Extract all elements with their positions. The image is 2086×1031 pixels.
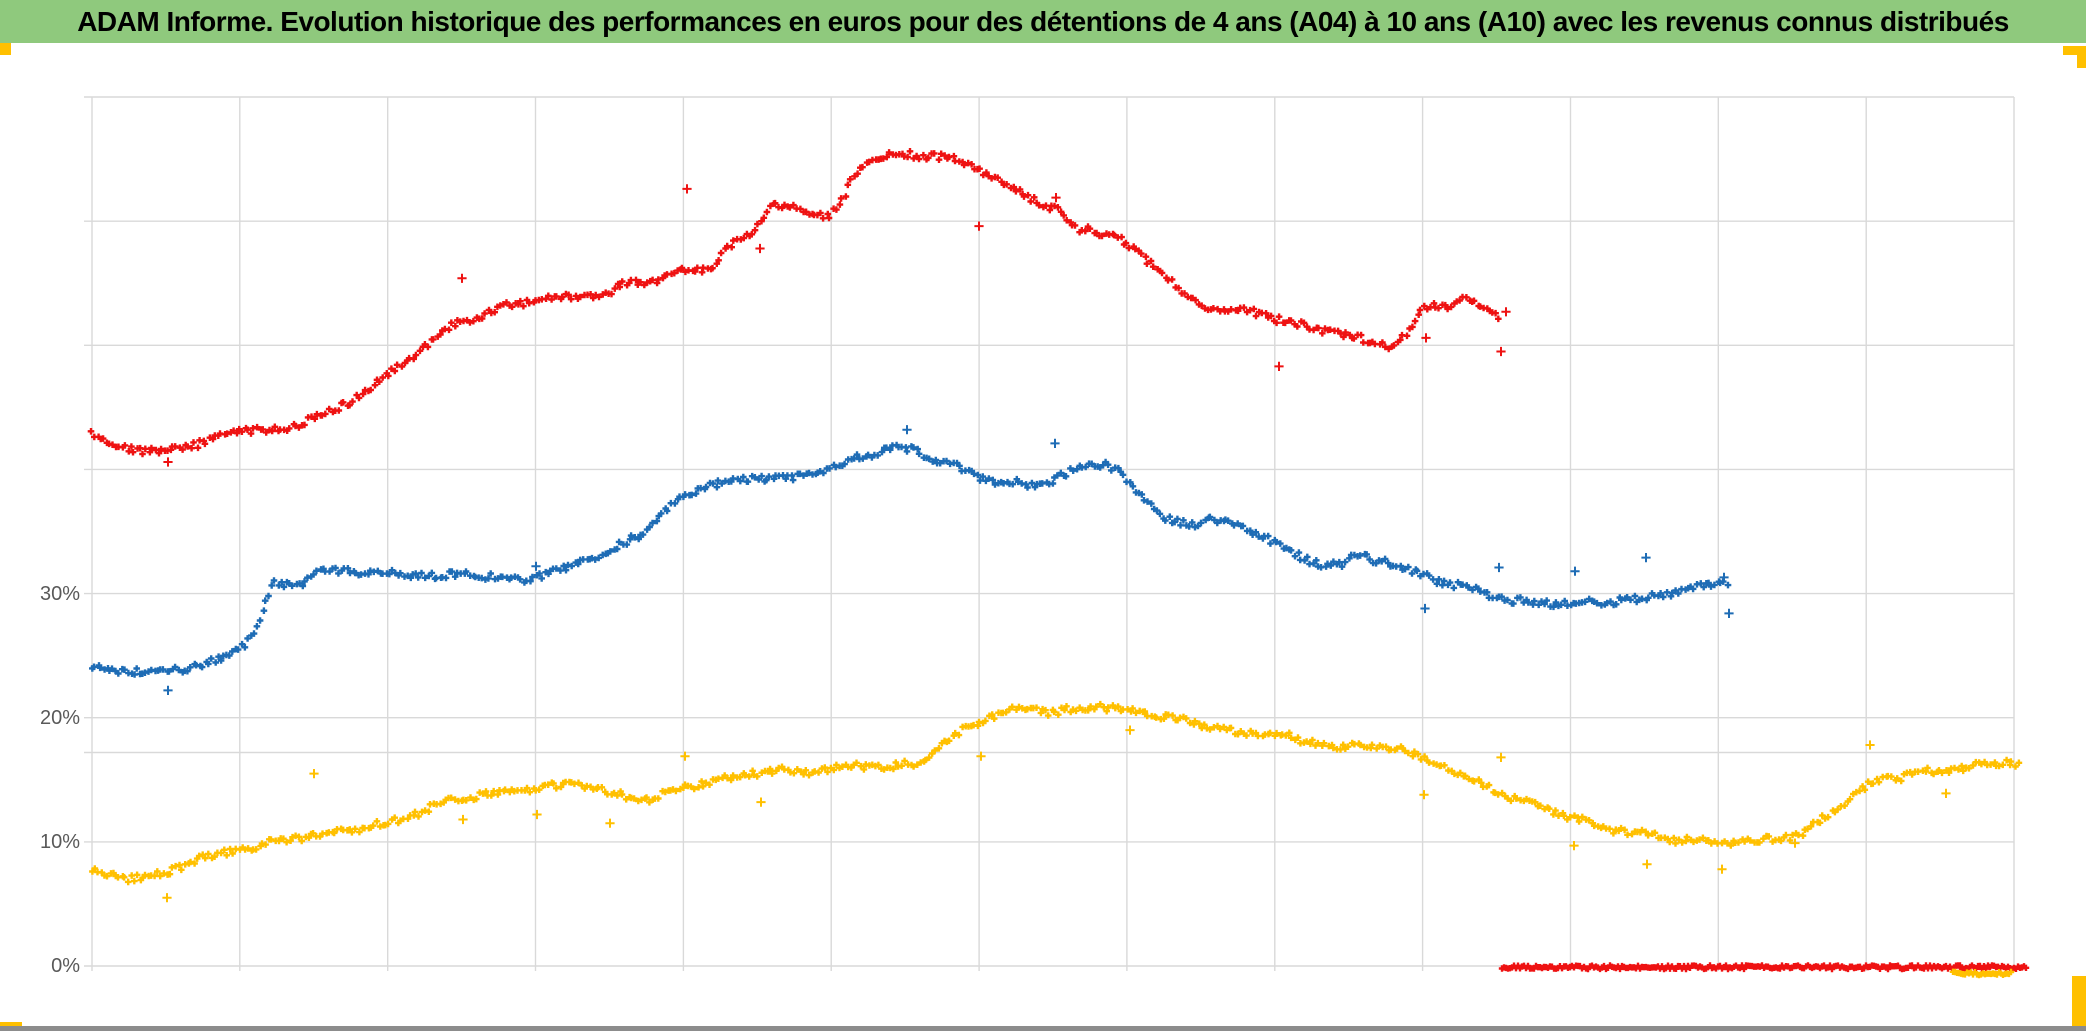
y-tick-label-20: 20% — [39, 706, 80, 729]
red-top-series-outliers — [163, 184, 1511, 467]
blue-middle-series-band — [89, 441, 1732, 678]
y-tick-label-10: 10% — [39, 830, 80, 853]
window-bottom-edge — [0, 1026, 2086, 1031]
y-tick-label-0: 0% — [51, 955, 80, 977]
yellow-bottom-series-outliers — [162, 725, 1951, 903]
yellow-bottom-series-band — [89, 700, 2023, 979]
corner-accent-top-right-tab — [2077, 46, 2086, 68]
corner-accent-bottom-right — [2072, 976, 2086, 1027]
y-tick-label-30: 30% — [39, 582, 80, 605]
blue-middle-series-outliers — [163, 425, 1734, 695]
page-title: ADAM Informe. Evolution historique des p… — [77, 5, 2009, 37]
red-top-series-band — [87, 148, 2030, 973]
title-bar: ADAM Informe. Evolution historique des p… — [0, 0, 2086, 43]
corner-accent-top-right — [2063, 46, 2086, 55]
corner-accent-top-left — [0, 43, 11, 55]
